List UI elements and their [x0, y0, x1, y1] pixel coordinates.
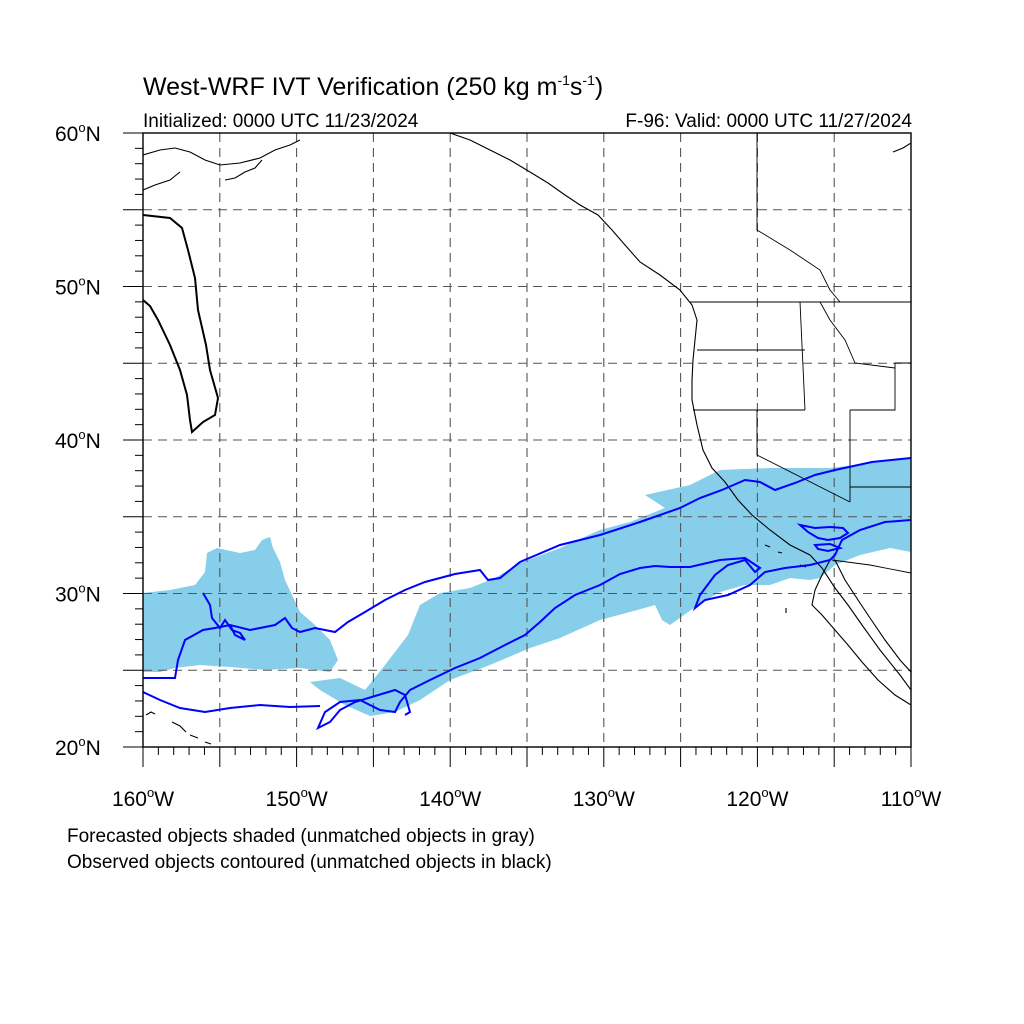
- idaho-border: [799, 301, 806, 411]
- init-time-label: Initialized: 0000 UTC 11/23/2024: [143, 111, 419, 132]
- observed-loop-coast: [796, 523, 850, 542]
- observed-object-main: [143, 457, 911, 679]
- longitude-label: 130oW: [573, 785, 635, 811]
- observed-object-lower: [143, 691, 321, 714]
- latitude-label: 60oN: [55, 120, 101, 146]
- longitude-label: 160oW: [112, 785, 174, 811]
- footnote-forecast: Forecasted objects shaded (unmatched obj…: [67, 826, 535, 847]
- southern-islands: [145, 711, 212, 745]
- valid-time-label: F-96: Valid: 0000 UTC 11/27/2024: [625, 111, 912, 132]
- coastlines: [143, 133, 911, 745]
- latitude-label: 50oN: [55, 274, 101, 300]
- axis-ticks: [123, 132, 912, 767]
- observed-loop-west: [202, 592, 246, 641]
- baja-coastline: [811, 559, 911, 706]
- nv-border: [756, 410, 851, 503]
- latitude-label: 40oN: [55, 427, 101, 453]
- longitude-label: 150oW: [266, 785, 328, 811]
- us-mexico-border: [831, 559, 911, 574]
- ut-border: [850, 362, 911, 411]
- alaska-canada-border: [756, 133, 841, 303]
- longitude-label: 120oW: [726, 785, 788, 811]
- longitude-label: 140oW: [419, 785, 481, 811]
- alaska-coast-fragment-2: [143, 171, 181, 191]
- gulf-of-california: [834, 559, 911, 673]
- latitude-label: 20oN: [55, 734, 101, 760]
- latitude-label: 30oN: [55, 581, 101, 607]
- observed-loop-coast-2: [813, 542, 844, 553]
- gridlines: [143, 133, 911, 747]
- latitude-labels: 60oN 50oN 40oN 30oN 20oN: [55, 120, 101, 760]
- forecast-object-main: [310, 458, 911, 716]
- observed-objects: [143, 457, 911, 731]
- alaska-coast-fragment: [143, 139, 301, 166]
- observed-object-inner: [315, 519, 911, 731]
- political-borders: [690, 133, 911, 574]
- island-chain-outline: [143, 214, 220, 434]
- bc-alberta-border: [819, 301, 896, 369]
- footnote-observed: Observed objects contoured (unmatched ob…: [67, 852, 552, 873]
- forecast-object-west: [143, 537, 338, 672]
- longitude-labels: 160oW 150oW 140oW 130oW 120oW 110oW: [112, 785, 942, 811]
- figure-title: West-WRF IVT Verification (250 kg m-1s-1…: [143, 72, 604, 101]
- longitude-label: 110oW: [881, 785, 942, 811]
- islands-small: [224, 159, 263, 181]
- northeast-coast: [892, 142, 911, 153]
